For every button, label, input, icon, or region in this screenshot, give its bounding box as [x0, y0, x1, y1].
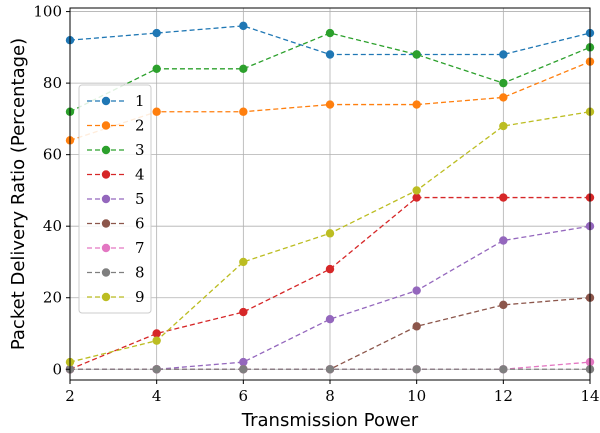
data-point — [412, 322, 421, 331]
y-tick-label: 60 — [43, 146, 62, 164]
data-point — [412, 50, 421, 59]
data-point — [239, 107, 248, 116]
y-axis-title: Packet Delivery Ratio (Percentage) — [8, 38, 29, 350]
x-tick-label: 14 — [580, 387, 599, 405]
legend-label: 5 — [135, 190, 145, 208]
x-tick-label: 8 — [325, 387, 335, 405]
data-point — [412, 186, 421, 195]
legend-label: 9 — [135, 288, 145, 306]
x-axis-title: Transmission Power — [241, 410, 419, 431]
legend-label: 8 — [135, 264, 145, 282]
data-point — [325, 100, 335, 109]
x-tick-label: 4 — [152, 387, 162, 405]
legend-marker — [101, 194, 111, 204]
data-point — [499, 236, 508, 245]
data-point — [152, 107, 161, 116]
legend-label: 3 — [135, 141, 145, 159]
data-point — [499, 78, 508, 88]
data-point — [499, 93, 508, 102]
data-point — [152, 336, 161, 345]
legend-marker — [101, 219, 111, 228]
data-point — [499, 121, 508, 131]
legend-item-3: 3 — [87, 141, 145, 159]
data-point — [152, 64, 161, 74]
data-point — [325, 314, 335, 324]
data-point — [412, 365, 421, 374]
legend-marker — [101, 96, 111, 106]
x-tick-label: 12 — [494, 387, 513, 405]
data-point — [239, 357, 248, 367]
data-point — [499, 300, 508, 310]
y-tick-label: 80 — [43, 74, 62, 92]
data-point — [325, 365, 335, 374]
data-point — [239, 64, 248, 74]
series-8 — [65, 365, 595, 374]
legend-label: 2 — [135, 117, 145, 135]
legend-label: 6 — [135, 215, 145, 233]
data-point — [499, 193, 508, 202]
legend-marker — [101, 145, 111, 155]
data-point — [412, 100, 421, 109]
series-9 — [65, 107, 595, 367]
legend: 1 2 3 4 5 6 7 8 9 — [78, 84, 152, 314]
legend-label: 4 — [135, 166, 145, 184]
legend-item-4: 4 — [87, 166, 145, 184]
legend-label: 1 — [135, 92, 145, 110]
x-tick-label: 2 — [65, 387, 75, 405]
legend-marker — [101, 121, 111, 130]
legend-marker — [101, 268, 111, 277]
data-point — [325, 229, 335, 238]
data-point — [412, 193, 421, 202]
data-point — [325, 50, 335, 59]
legend-item-9: 9 — [87, 288, 145, 306]
data-point — [239, 257, 248, 267]
x-tick-label: 10 — [407, 387, 426, 405]
legend-item-2: 2 — [87, 117, 145, 135]
data-point — [499, 365, 508, 374]
legend-item-1: 1 — [87, 92, 145, 110]
legend-item-7: 7 — [87, 239, 145, 257]
legend-item-8: 8 — [87, 264, 145, 282]
data-point — [325, 28, 335, 38]
legend-label: 7 — [135, 239, 145, 257]
data-point — [152, 329, 161, 338]
legend-item-6: 6 — [87, 215, 145, 233]
data-point — [499, 50, 508, 59]
data-point — [239, 307, 248, 317]
data-point — [152, 28, 161, 38]
data-point — [239, 365, 248, 374]
legend-marker — [101, 170, 111, 179]
series-3 — [65, 28, 595, 116]
data-point — [412, 286, 421, 295]
data-point — [325, 264, 335, 274]
series-lines — [65, 21, 595, 374]
legend-item-5: 5 — [87, 190, 145, 208]
x-tick-label: 6 — [239, 387, 249, 405]
y-tick-label: 40 — [43, 217, 62, 235]
y-tick-label: 100 — [33, 3, 62, 21]
data-point — [152, 365, 161, 374]
data-point — [239, 21, 248, 31]
y-tick-label: 20 — [43, 289, 62, 307]
legend-marker — [101, 243, 111, 253]
legend-marker — [101, 292, 111, 302]
series-2 — [65, 57, 595, 145]
y-tick-label: 0 — [52, 360, 62, 378]
